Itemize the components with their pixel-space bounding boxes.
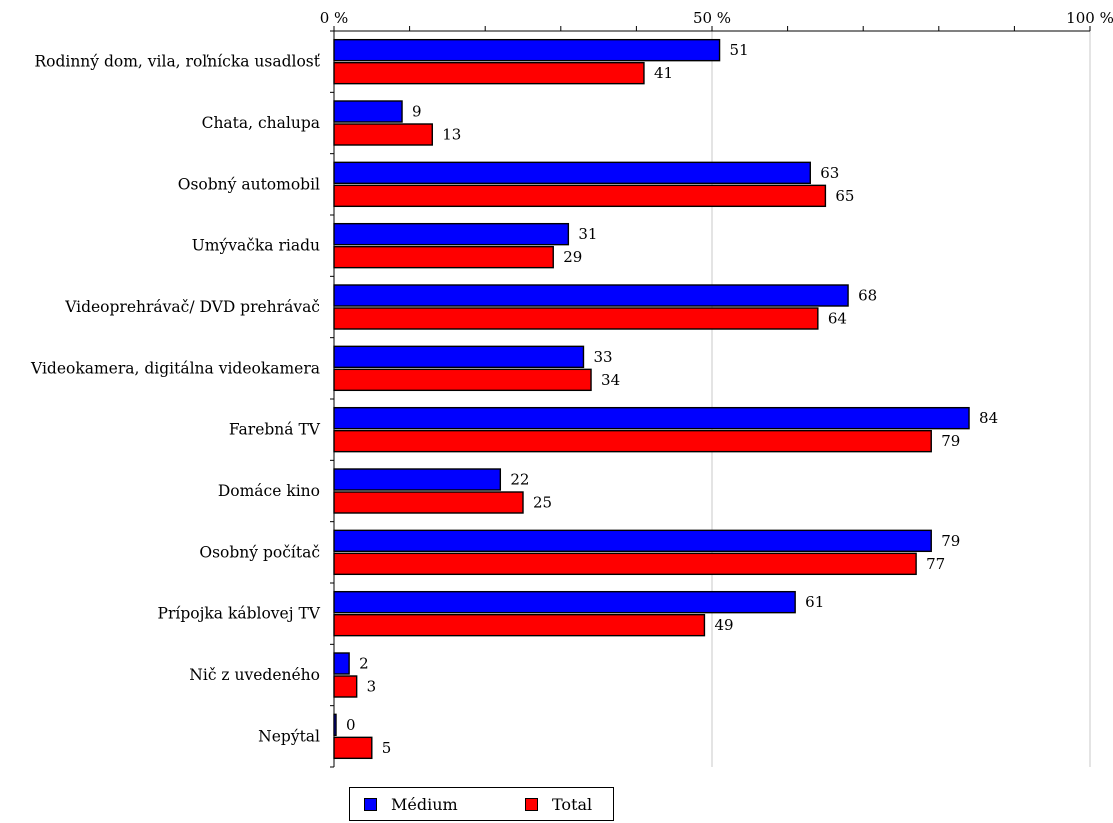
data-label-total: 79 <box>941 432 960 450</box>
category-label: Osobný počítač <box>199 543 320 561</box>
data-label-total: 64 <box>828 310 847 328</box>
category-label: Farebná TV <box>229 421 321 439</box>
bar-medium <box>333 38 721 62</box>
bar-total <box>333 61 645 85</box>
category-label: Umývačka riadu <box>192 237 320 255</box>
category-label: Nič z uvedeného <box>189 666 320 684</box>
data-label-medium: 63 <box>820 164 839 182</box>
bar-medium <box>333 652 350 675</box>
bar-total <box>333 552 917 576</box>
bar-medium <box>333 590 796 614</box>
x-tick-label: 100 % <box>1066 9 1113 27</box>
bar-total <box>333 368 592 392</box>
x-tick-label: 0 % <box>320 9 349 27</box>
data-label-total: 13 <box>442 126 461 144</box>
category-label: Videokamera, digitálna videokamera <box>30 359 320 377</box>
bar-total <box>333 123 433 146</box>
data-label-total: 34 <box>601 371 620 389</box>
category-label: Domáce kino <box>218 482 320 500</box>
data-label-medium: 31 <box>578 225 597 243</box>
bar-medium <box>333 713 337 737</box>
bar-total <box>333 245 554 269</box>
category-label: Videoprehrávač/ DVD prehrávač <box>64 298 320 316</box>
bar-total <box>333 491 524 514</box>
data-label-medium: 22 <box>510 471 529 489</box>
bar-medium <box>333 161 811 185</box>
data-label-medium: 79 <box>941 532 960 550</box>
bar-total <box>333 429 932 453</box>
data-label-medium: 61 <box>805 593 824 611</box>
bar-medium <box>333 100 403 123</box>
data-label-total: 5 <box>382 739 392 757</box>
data-label-total: 29 <box>563 248 582 266</box>
bar-medium <box>333 222 570 246</box>
x-tick-label: 50 % <box>693 9 731 27</box>
legend-item-total: Total <box>525 795 592 814</box>
data-label-total: 65 <box>835 187 854 205</box>
bar-total <box>333 736 373 760</box>
category-label: Nepýtal <box>258 727 320 745</box>
data-label-medium: 2 <box>359 655 369 673</box>
data-label-total: 49 <box>714 616 733 634</box>
bar-total <box>333 307 819 330</box>
category-label: Prípojka káblovej TV <box>158 605 321 623</box>
legend-swatch-total <box>525 798 538 811</box>
bar-total <box>333 675 358 698</box>
bar-total <box>333 613 706 637</box>
data-label-medium: 0 <box>346 716 356 734</box>
chart-legend: Médium Total <box>349 787 614 821</box>
data-label-total: 41 <box>654 64 673 82</box>
data-label-medium: 68 <box>858 287 877 305</box>
data-label-medium: 51 <box>730 41 749 59</box>
bar-medium <box>333 345 585 369</box>
legend-swatch-medium <box>364 798 377 811</box>
category-label: Rodinný dom, vila, roľnícka usadlosť <box>34 53 320 71</box>
data-label-medium: 9 <box>412 103 422 121</box>
data-label-medium: 33 <box>593 348 612 366</box>
legend-item-medium: Médium <box>364 795 458 814</box>
data-label-total: 25 <box>533 494 552 512</box>
bar-medium <box>333 529 932 553</box>
data-label-total: 77 <box>926 555 945 573</box>
bar-medium <box>333 468 502 491</box>
legend-label-medium: Médium <box>391 795 458 814</box>
bar-medium <box>333 284 849 307</box>
category-label: Chata, chalupa <box>202 114 320 132</box>
legend-label-total: Total <box>552 795 593 814</box>
data-label-medium: 84 <box>979 409 998 427</box>
bar-medium <box>333 406 970 430</box>
category-label: Osobný automobil <box>178 175 320 193</box>
data-label-total: 3 <box>367 678 377 696</box>
bar-total <box>333 184 827 208</box>
